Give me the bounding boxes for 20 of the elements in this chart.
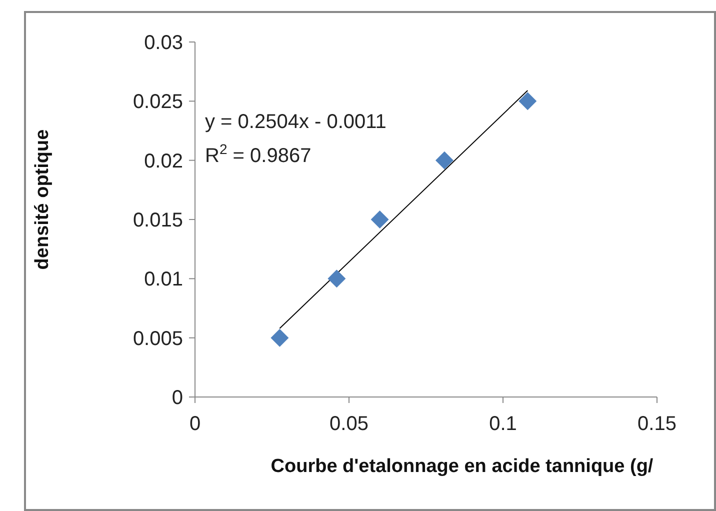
x-tick-label: 0.05	[330, 413, 368, 435]
y-tick-label: 0	[172, 387, 183, 409]
y-tick-label: 0.005	[132, 328, 183, 350]
y-tick-label: 0.015	[132, 210, 183, 232]
x-tick-label: 0.15	[638, 413, 676, 435]
y-tick-label: 0.03	[144, 32, 183, 54]
x-axis-title: Courbe d'etalonnage en acide tannique (g/	[270, 456, 654, 477]
point	[435, 151, 454, 170]
point	[270, 328, 289, 347]
y-tick-label: 0.02	[144, 150, 183, 172]
point	[518, 92, 537, 110]
annotation: R$^{2}$ = 0.9867	[205, 141, 312, 167]
x-tick-label: 0	[189, 413, 201, 435]
y-tick-label: 0.01	[144, 268, 183, 291]
point	[328, 270, 346, 288]
annotation: y = 0.2504x - 0.0011	[205, 111, 386, 133]
y-tick-label: 0.025	[132, 91, 183, 114]
x-tick-label: 0.1	[489, 413, 517, 435]
y-axis-title: densité optique	[32, 129, 53, 270]
point	[370, 210, 389, 228]
